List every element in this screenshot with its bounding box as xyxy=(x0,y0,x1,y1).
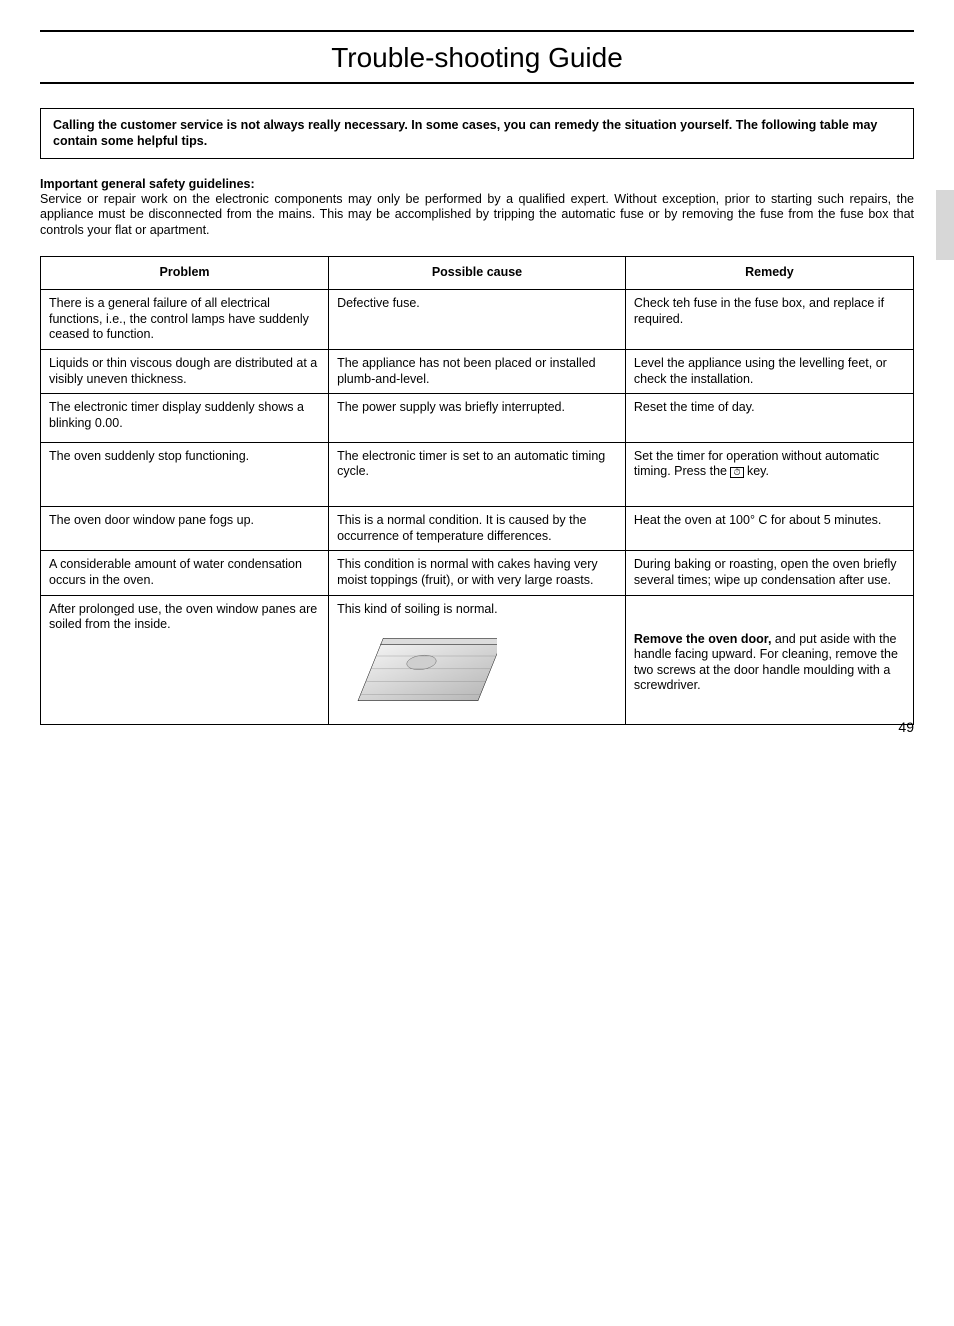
page-number: 49 xyxy=(898,719,914,735)
side-tab xyxy=(936,190,954,260)
cause-text: This kind of soiling is normal. xyxy=(337,602,497,616)
header-rule-bottom xyxy=(40,82,914,84)
table-row: A considerable amount of water condensat… xyxy=(41,551,914,595)
cell-problem: After prolonged use, the oven window pan… xyxy=(41,595,329,724)
cell-remedy: Reset the time of day. xyxy=(625,394,913,443)
troubleshoot-table: Problem Possible cause Remedy There is a… xyxy=(40,256,914,724)
cell-remedy: During baking or roasting, open the oven… xyxy=(625,551,913,595)
callout-box: Calling the customer service is not alwa… xyxy=(40,108,914,159)
cell-problem: The oven suddenly stop functioning. xyxy=(41,442,329,506)
col-header-problem: Problem xyxy=(41,257,329,290)
table-row: The oven suddenly stop functioning. The … xyxy=(41,442,914,506)
remedy-bold: Remove the oven door, xyxy=(634,632,772,646)
cell-problem: A considerable amount of water condensat… xyxy=(41,551,329,595)
col-header-cause: Possible cause xyxy=(329,257,626,290)
cell-cause: This is a normal condition. It is caused… xyxy=(329,507,626,551)
cell-problem: Liquids or thin viscous dough are distri… xyxy=(41,349,329,393)
remedy-suffix: key. xyxy=(744,464,769,478)
oven-door-illustration-icon xyxy=(337,623,497,713)
cell-cause: The appliance has not been placed or ins… xyxy=(329,349,626,393)
table-header-row: Problem Possible cause Remedy xyxy=(41,257,914,290)
cell-cause: This kind of soiling is normal. xyxy=(329,595,626,724)
cell-problem: The electronic timer display suddenly sh… xyxy=(41,394,329,443)
callout-text: Calling the customer service is not alwa… xyxy=(53,118,877,148)
table-row: Liquids or thin viscous dough are distri… xyxy=(41,349,914,393)
cell-remedy: Set the timer for operation without auto… xyxy=(625,442,913,506)
col-header-remedy: Remedy xyxy=(625,257,913,290)
safety-body: Service or repair work on the electronic… xyxy=(40,192,914,239)
cell-remedy: Heat the oven at 100° C for about 5 minu… xyxy=(625,507,913,551)
table-row: There is a general failure of all electr… xyxy=(41,290,914,350)
safety-heading: Important general safety guidelines: xyxy=(40,177,914,191)
cell-cause: This condition is normal with cakes havi… xyxy=(329,551,626,595)
cell-cause: The electronic timer is set to an automa… xyxy=(329,442,626,506)
cell-remedy: Remove the oven door, and put aside with… xyxy=(625,595,913,724)
cell-problem: There is a general failure of all electr… xyxy=(41,290,329,350)
header-rule-top xyxy=(40,30,914,32)
table-row: The electronic timer display suddenly sh… xyxy=(41,394,914,443)
table-row: After prolonged use, the oven window pan… xyxy=(41,595,914,724)
cell-cause: Defective fuse. xyxy=(329,290,626,350)
page-title: Trouble-shooting Guide xyxy=(40,42,914,74)
table-row: The oven door window pane fogs up. This … xyxy=(41,507,914,551)
cell-remedy: Level the appliance using the levelling … xyxy=(625,349,913,393)
timer-key-icon: ⏱ xyxy=(730,467,743,478)
cell-cause: The power supply was briefly interrupted… xyxy=(329,394,626,443)
cell-remedy: Check teh fuse in the fuse box, and repl… xyxy=(625,290,913,350)
cell-problem: The oven door window pane fogs up. xyxy=(41,507,329,551)
